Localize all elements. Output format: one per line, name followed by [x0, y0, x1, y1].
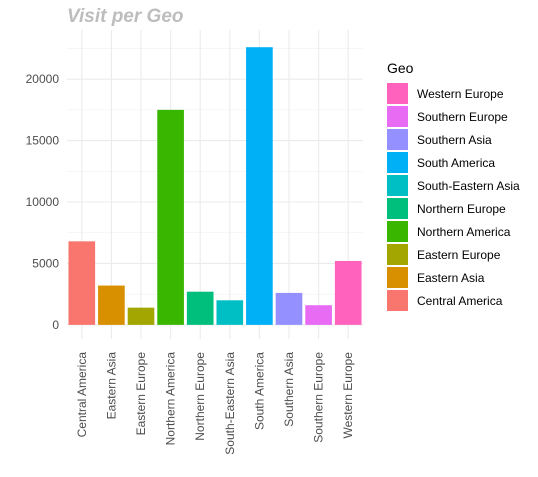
legend-label: South-Eastern Asia: [417, 179, 520, 193]
bar-northern-america: [157, 109, 184, 325]
y-tick-label: 20000: [26, 72, 60, 86]
bar-eastern-europe: [127, 307, 155, 325]
chart-title: Visit per Geo: [67, 6, 184, 27]
x-tick-label: Southern Asia: [282, 352, 296, 427]
y-tick-label: 0: [52, 318, 59, 332]
bar-southern-asia: [275, 292, 303, 325]
legend-swatch: [387, 106, 408, 127]
bar-southern-europe: [305, 305, 332, 325]
y-tick-label: 5000: [32, 256, 59, 270]
x-tick-label: Eastern Europe: [134, 352, 148, 436]
y-axis-ticks: 0 5000 10000 15000 20000: [26, 72, 60, 332]
legend-swatch: [387, 267, 408, 288]
legend-swatch: [387, 175, 408, 196]
x-tick-label: Western Europe: [341, 352, 355, 439]
legend-label: Eastern Europe: [417, 248, 501, 262]
legend-swatch: [387, 290, 408, 311]
x-tick-label: South-Eastern Asia: [223, 352, 237, 455]
legend-label: Northern America: [417, 225, 511, 239]
x-tick-label: Northern Europe: [193, 352, 207, 441]
x-tick-label: South America: [252, 352, 266, 430]
legend-label: Southern Europe: [417, 110, 508, 124]
legend-label: Central America: [417, 294, 503, 308]
legend-swatch: [387, 221, 408, 242]
x-tick-label: Southern Europe: [312, 352, 326, 443]
legend-swatch: [387, 83, 408, 104]
legend-label: Southern Asia: [417, 133, 492, 147]
legend-label: South America: [417, 156, 495, 170]
bar-central-america: [68, 241, 96, 325]
bars: [68, 47, 362, 325]
y-tick-label: 15000: [26, 134, 60, 148]
bar-northern-europe: [186, 291, 214, 325]
legend-title: Geo: [387, 60, 414, 76]
legend-swatch: [387, 152, 408, 173]
legend-label: Eastern Asia: [417, 271, 485, 285]
legend-swatch: [387, 198, 408, 219]
x-tick-label: Central America: [75, 352, 89, 438]
legend-swatch: [387, 129, 408, 150]
legend-label: Northern Europe: [417, 202, 506, 216]
x-tick-label: Northern America: [164, 352, 178, 446]
bar-south-america: [246, 47, 273, 325]
bar-eastern-asia: [98, 285, 125, 325]
legend: Geo Western Europe Southern Europe Souther…: [387, 60, 520, 311]
bar-western-europe: [334, 260, 362, 325]
legend-label: Western Europe: [417, 87, 504, 101]
x-axis-ticks: Central America Eastern Asia Eastern Europ…: [75, 352, 355, 455]
bar-south-eastern-asia: [216, 300, 244, 325]
y-tick-label: 10000: [26, 195, 60, 209]
x-tick-label: Eastern Asia: [104, 352, 118, 420]
legend-swatch: [387, 244, 408, 265]
